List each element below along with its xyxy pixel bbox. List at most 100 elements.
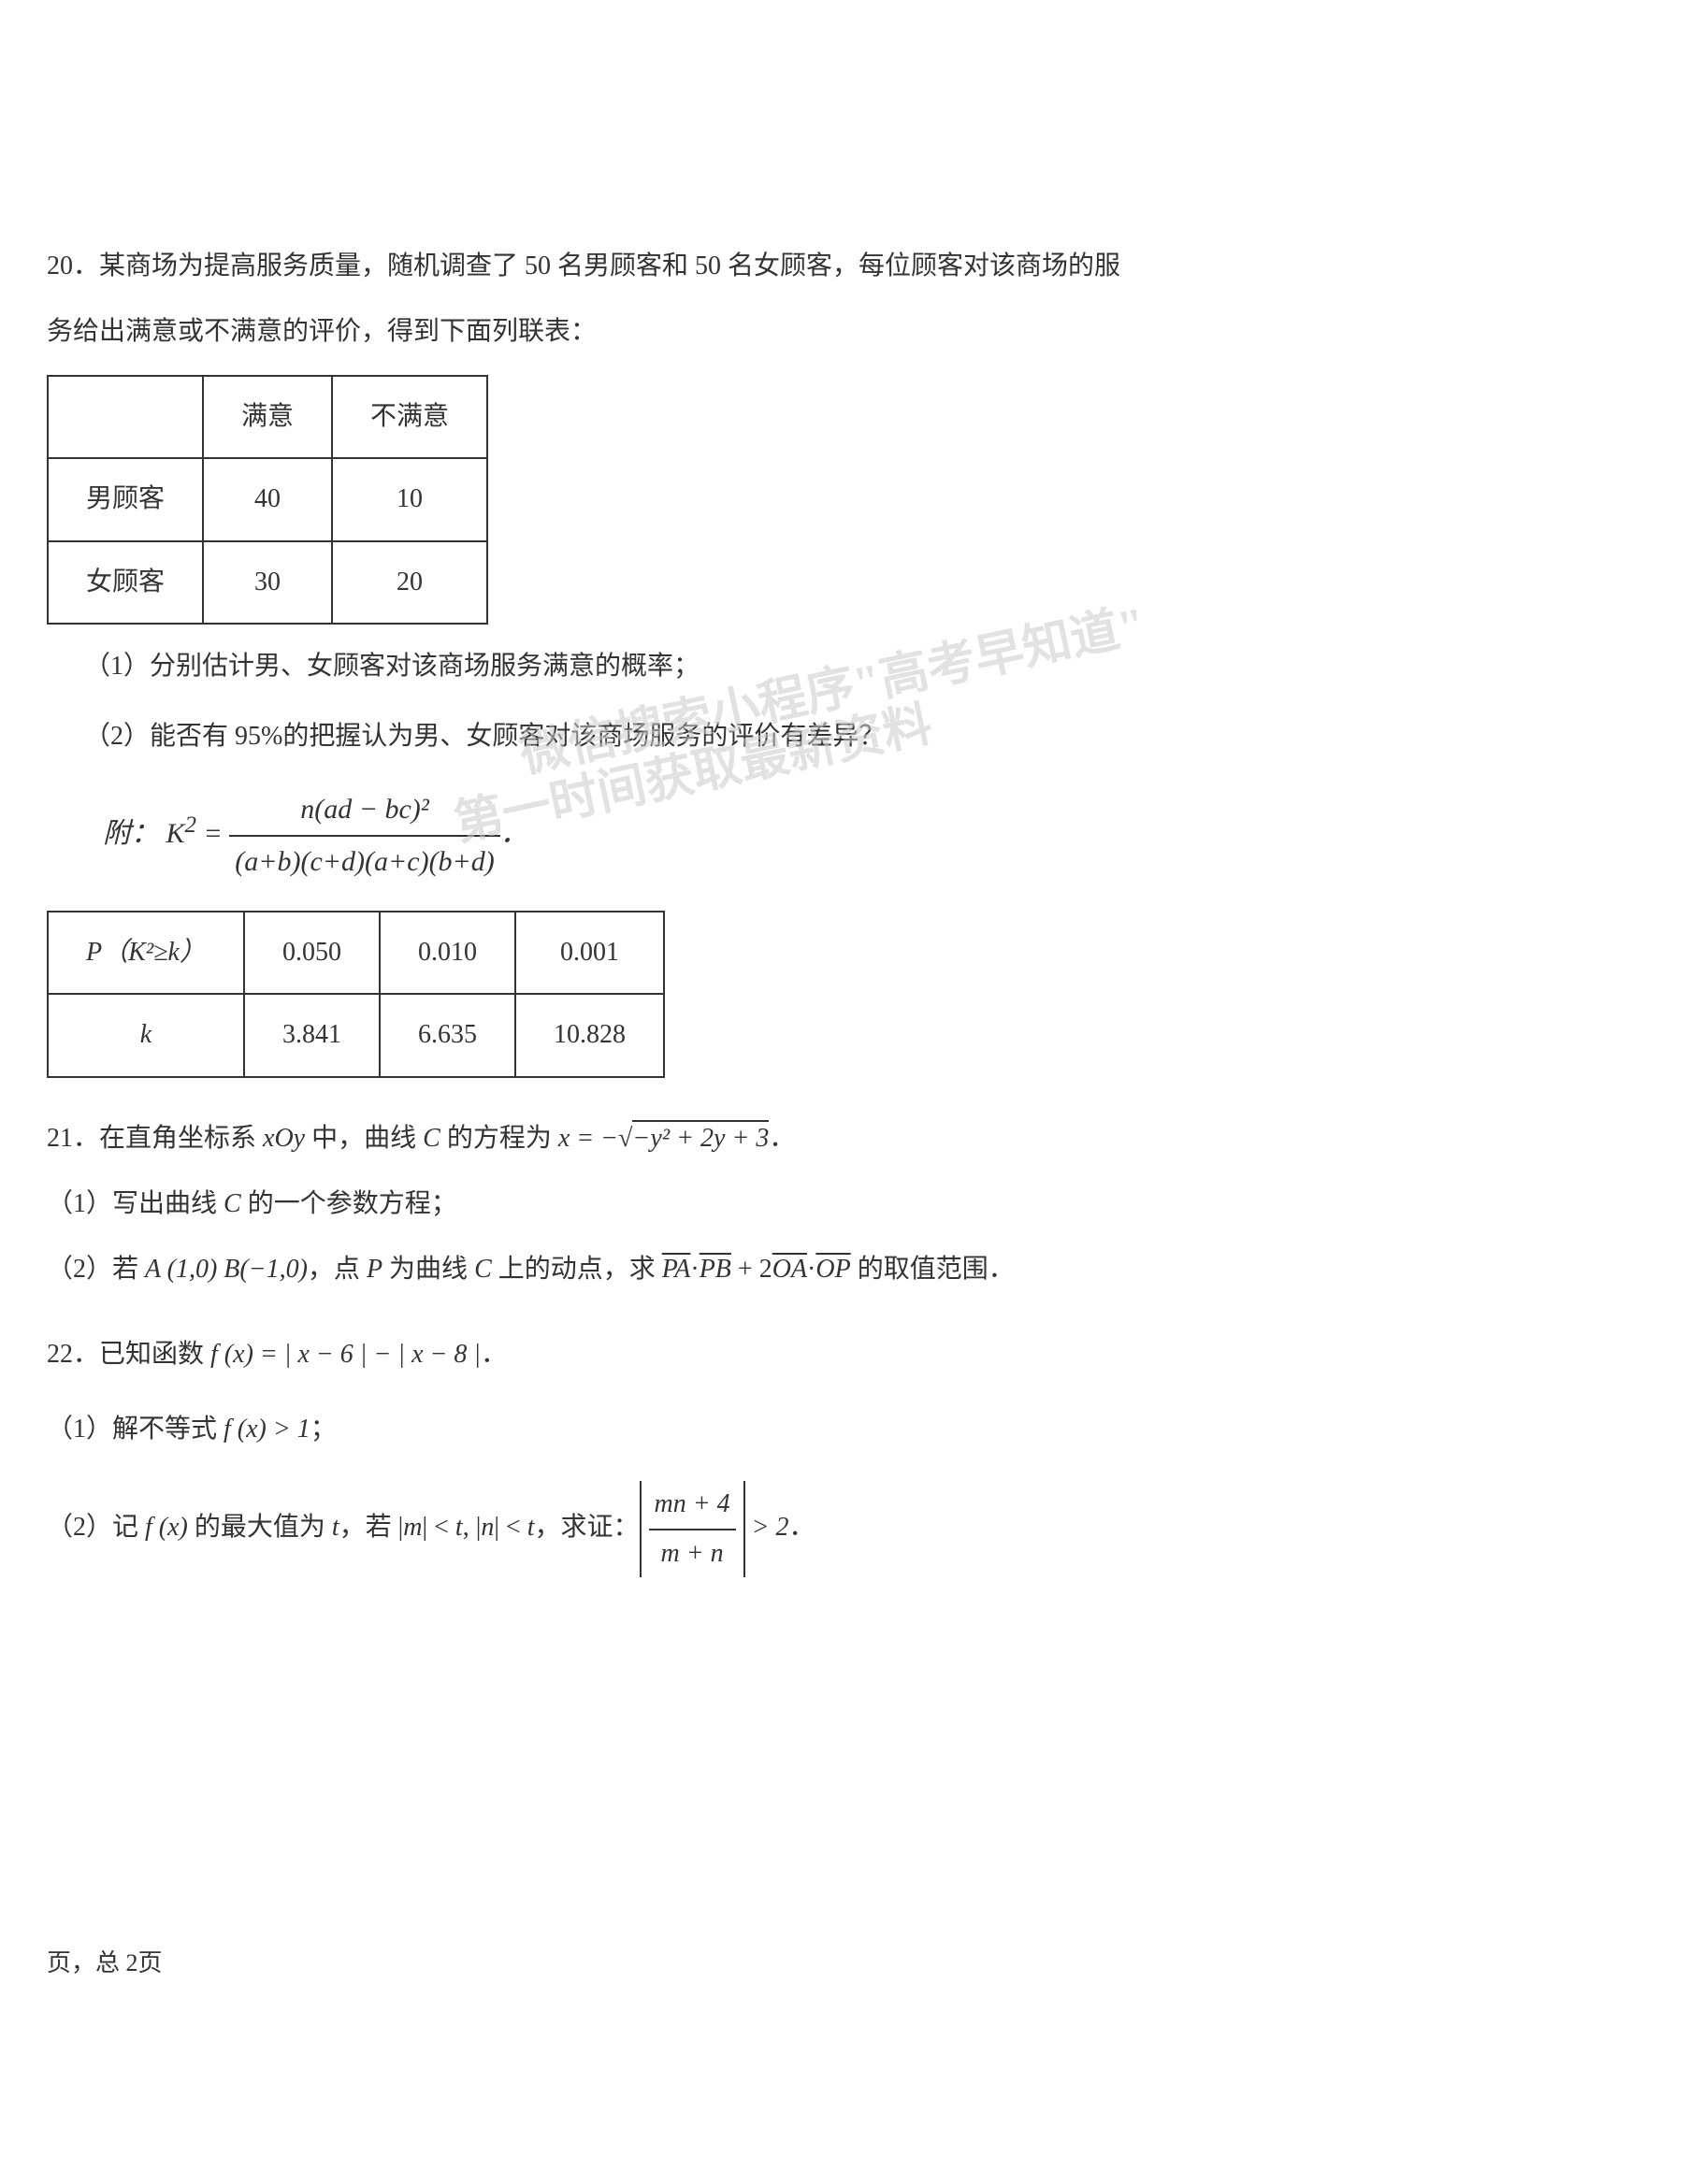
q22-sub2-mid2: ，若 | <box>339 1513 404 1542</box>
table-cell: 0.050 <box>244 912 380 994</box>
q22-text1-post: ． <box>481 1340 507 1369</box>
q21-sub2: （2）若 A (1,0) B(−1,0)，点 P 为曲线 C 上的动点，求 PA… <box>47 1246 1356 1293</box>
table-cell: 20 <box>332 541 487 624</box>
q20-table2: P（K²≥k） 0.050 0.010 0.001 k 3.841 6.635 … <box>47 911 665 1078</box>
q21-eq-lhs: x = − <box>558 1124 618 1153</box>
q21-sub2-a: A (1,0) <box>145 1255 217 1284</box>
q22-sub2-n: n <box>481 1513 494 1542</box>
q20-sub1: （1）分别估计男、女顾客对该商场服务满意的概率； <box>84 643 1356 690</box>
table-cell: 3.841 <box>244 994 380 1076</box>
table-cell: 不满意 <box>332 376 487 458</box>
q22-sub2-t: t <box>332 1513 339 1542</box>
question-22: 22．已知函数 f (x) = | x − 6 | − | x − 8 |． （… <box>47 1331 1356 1578</box>
table-cell: 女顾客 <box>48 541 203 624</box>
q22-sub2-t2: t <box>455 1513 463 1542</box>
q21-vec-oa: OA <box>772 1255 807 1284</box>
formula-prefix: 附： <box>103 818 159 849</box>
q22-fx: f (x) = | x − 6 | − | x − 8 | <box>210 1340 481 1369</box>
q20-line2: 务给出满意或不满意的评价，得到下面列联表： <box>47 309 1356 355</box>
q21-vec-pb: PB <box>700 1255 731 1284</box>
q21-xoy: xOy <box>263 1124 305 1153</box>
q21-c: C <box>423 1124 440 1153</box>
table-cell <box>48 376 203 458</box>
table-cell: k <box>48 994 244 1076</box>
table-cell: 10.828 <box>515 994 664 1076</box>
q21-line1: 21．在直角坐标系 xOy 中，曲线 C 的方程为 x = −√−y² + 2y… <box>47 1115 1356 1162</box>
question-21: 21．在直角坐标系 xOy 中，曲线 C 的方程为 x = −√−y² + 2y… <box>47 1115 1356 1294</box>
q22-sub2: （2）记 f (x) 的最大值为 t，若 |m| < t, |n| < t，求证… <box>47 1481 1356 1577</box>
q22-sub2-mid4: | < <box>494 1513 527 1542</box>
q21-sub1-pre: （1）写出曲线 <box>47 1189 224 1218</box>
table-row: 男顾客 40 10 <box>48 458 487 540</box>
formula-num: n(ad − bc)² <box>229 784 500 837</box>
q20-line1: 20．某商场为提高服务质量，随机调查了 50 名男顾客和 50 名女顾客，每位顾… <box>47 243 1356 290</box>
table-cell: P（K²≥k） <box>48 912 244 994</box>
q21-period: ． <box>769 1124 795 1153</box>
content-area: 20．某商场为提高服务质量，随机调查了 50 名男顾客和 50 名女顾客，每位顾… <box>47 243 1356 1615</box>
q21-sub2-b: B(−1,0) <box>217 1255 308 1284</box>
page-footer: 页，总 2页 <box>47 1944 163 1978</box>
q20-number: 20． <box>47 251 99 280</box>
q22-sub1: （1）解不等式 f (x) > 1； <box>47 1406 1356 1453</box>
q21-vec-op: OP <box>815 1255 850 1284</box>
q22-sub2-comma: , | <box>463 1513 482 1542</box>
table-row: 满意 不满意 <box>48 376 487 458</box>
q22-sub2-pre: （2）记 <box>47 1513 145 1542</box>
table-cell: 6.635 <box>380 994 515 1076</box>
q21-sub2-mid3: 上的动点，求 <box>492 1255 662 1284</box>
table-cell: 40 <box>203 458 332 540</box>
q22-sub1-post: ； <box>310 1415 337 1444</box>
formula-sup: 2 <box>185 812 197 838</box>
q21-vec-pa: PA <box>662 1255 691 1284</box>
q22-sub1-pre: （1）解不等式 <box>47 1415 224 1444</box>
q21-sub2-c: C <box>474 1255 492 1284</box>
q21-eq-sqrt: −y² + 2y + 3 <box>632 1120 769 1153</box>
q21-sub2-mid2: 为曲线 <box>382 1255 474 1284</box>
q20-text1: 某商场为提高服务质量，随机调查了 50 名男顾客和 50 名女顾客，每位顾客对该… <box>99 251 1120 280</box>
table-cell: 10 <box>332 458 487 540</box>
q22-sub2-m: m <box>403 1513 422 1542</box>
table-row: P（K²≥k） 0.050 0.010 0.001 <box>48 912 664 994</box>
q21-text1-mid2: 的方程为 <box>440 1124 558 1153</box>
q21-sub2-p: P <box>367 1255 382 1284</box>
q21-dot2: · <box>807 1255 815 1284</box>
question-20: 20．某商场为提高服务质量，随机调查了 50 名男顾客和 50 名女顾客，每位顾… <box>47 243 1356 1078</box>
q22-abs-den: m + n <box>649 1530 736 1577</box>
q22-text1-pre: 已知函数 <box>99 1340 210 1369</box>
q21-text1-pre: 在直角坐标系 <box>99 1124 263 1153</box>
q22-number: 22． <box>47 1340 99 1369</box>
formula-period: ． <box>500 818 528 849</box>
table-cell: 0.010 <box>380 912 515 994</box>
q21-sub2-pre: （2）若 <box>47 1255 145 1284</box>
q21-sub1-c: C <box>224 1189 241 1218</box>
q22-abs-num: mn + 4 <box>649 1481 736 1530</box>
table-cell: 0.001 <box>515 912 664 994</box>
q22-sub2-t3: t <box>527 1513 535 1542</box>
q22-sub2-mid3: | < <box>423 1513 455 1542</box>
q21-text1-mid: 中，曲线 <box>305 1124 423 1153</box>
table-cell: 满意 <box>203 376 332 458</box>
q21-plus: + 2 <box>731 1255 772 1284</box>
table-row: k 3.841 6.635 10.828 <box>48 994 664 1076</box>
q22-sub2-fx: f (x) <box>145 1513 188 1542</box>
q22-period: ． <box>789 1513 815 1542</box>
formula-var: K <box>166 818 185 849</box>
q21-dot1: · <box>690 1255 699 1284</box>
q21-number: 21． <box>47 1124 99 1153</box>
q20-formula: 附： K2 = n(ad − bc)²(a+b)(c+d)(a+c)(b+d)． <box>103 784 1356 887</box>
q22-sub2-mid5: ，求证： <box>535 1513 640 1542</box>
q22-sub2-mid: 的最大值为 <box>188 1513 332 1542</box>
q22-gt: > 2 <box>745 1513 789 1542</box>
q21-sub2-mid: ，点 <box>308 1255 367 1284</box>
formula-den: (a+b)(c+d)(a+c)(b+d) <box>229 837 500 887</box>
table-row: 女顾客 30 20 <box>48 541 487 624</box>
formula-eq: = <box>196 818 229 849</box>
table-cell: 30 <box>203 541 332 624</box>
q21-sub2-post: 的取值范围． <box>851 1255 1015 1284</box>
q20-table1: 满意 不满意 男顾客 40 10 女顾客 30 20 <box>47 375 488 625</box>
q21-sub1-post: 的一个参数方程； <box>241 1189 457 1218</box>
table-cell: 男顾客 <box>48 458 203 540</box>
q22-sub1-fx: f (x) > 1 <box>224 1415 310 1444</box>
q20-sub2: （2）能否有 95%的把握认为男、女顾客对该商场服务的评价有差异？ <box>84 713 1356 760</box>
q22-line1: 22．已知函数 f (x) = | x − 6 | − | x − 8 |． <box>47 1331 1356 1378</box>
